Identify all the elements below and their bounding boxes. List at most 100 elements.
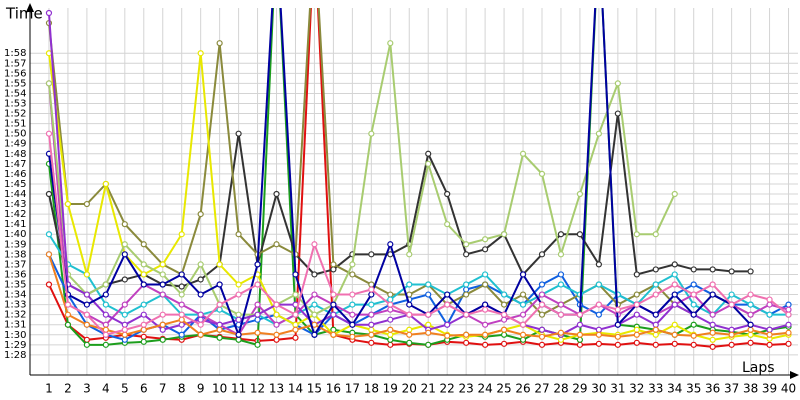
point bbox=[463, 281, 470, 288]
point bbox=[197, 50, 204, 57]
point bbox=[311, 271, 318, 278]
point bbox=[178, 231, 185, 238]
point bbox=[444, 321, 451, 328]
point bbox=[387, 291, 394, 298]
point bbox=[557, 329, 565, 336]
point bbox=[330, 291, 337, 298]
point bbox=[463, 339, 470, 346]
y-tick-label: 1:33 bbox=[4, 300, 26, 311]
y-tick-label: 1:38 bbox=[4, 249, 26, 260]
point bbox=[178, 331, 185, 338]
point bbox=[463, 331, 470, 338]
point bbox=[595, 331, 602, 338]
point bbox=[766, 301, 773, 308]
point bbox=[254, 301, 261, 308]
y-tick-label: 1:41 bbox=[4, 219, 26, 230]
point bbox=[406, 326, 413, 333]
point bbox=[102, 331, 109, 338]
x-tick-label: 15 bbox=[307, 382, 322, 396]
point bbox=[121, 251, 128, 258]
point bbox=[576, 231, 584, 238]
point bbox=[463, 311, 470, 318]
point bbox=[785, 301, 792, 308]
point bbox=[406, 301, 413, 308]
point bbox=[671, 321, 678, 328]
point bbox=[235, 231, 242, 238]
point bbox=[425, 291, 432, 298]
point bbox=[614, 80, 621, 87]
x-tick-label: 29 bbox=[572, 382, 587, 396]
y-tick-label: 1:51 bbox=[4, 119, 26, 130]
point bbox=[178, 271, 185, 278]
point bbox=[102, 301, 109, 308]
point bbox=[557, 311, 565, 318]
point bbox=[576, 190, 584, 198]
point bbox=[64, 200, 72, 208]
point bbox=[368, 291, 375, 298]
point bbox=[747, 331, 754, 338]
point bbox=[387, 326, 394, 333]
y-tick-label: 1:32 bbox=[4, 310, 26, 321]
point bbox=[425, 311, 432, 318]
point bbox=[83, 311, 90, 318]
point bbox=[216, 334, 223, 341]
x-tick-label: 6 bbox=[140, 382, 148, 396]
point bbox=[159, 326, 166, 333]
point bbox=[254, 261, 261, 268]
point bbox=[500, 326, 508, 333]
x-tick-label: 9 bbox=[197, 382, 205, 396]
point bbox=[690, 266, 697, 273]
point bbox=[709, 281, 716, 288]
point bbox=[633, 271, 640, 278]
point bbox=[425, 160, 432, 167]
point bbox=[349, 321, 356, 328]
point bbox=[482, 306, 489, 313]
point bbox=[614, 110, 621, 117]
y-tick-label: 1:55 bbox=[4, 78, 26, 89]
point bbox=[690, 321, 697, 328]
series-line bbox=[47, 113, 751, 296]
point bbox=[785, 329, 792, 336]
point bbox=[652, 266, 659, 273]
point bbox=[538, 311, 546, 318]
point bbox=[633, 291, 640, 298]
point bbox=[671, 261, 678, 268]
point bbox=[273, 331, 280, 338]
x-tick-label: 30 bbox=[591, 382, 606, 396]
point bbox=[235, 331, 242, 338]
point bbox=[64, 311, 72, 318]
x-tick-label: 33 bbox=[648, 382, 663, 396]
tick-labels: 1:281:291:301:311:321:331:341:351:361:37… bbox=[4, 48, 796, 395]
point bbox=[368, 321, 375, 328]
point bbox=[387, 341, 394, 348]
series-line bbox=[47, 133, 790, 336]
series-line bbox=[47, 8, 752, 339]
point bbox=[121, 276, 128, 283]
point bbox=[102, 180, 109, 188]
point bbox=[235, 291, 242, 298]
point bbox=[595, 281, 602, 288]
point bbox=[425, 341, 432, 348]
point bbox=[766, 331, 773, 338]
point bbox=[406, 311, 413, 318]
point bbox=[216, 40, 223, 47]
point bbox=[368, 311, 375, 318]
point bbox=[785, 311, 792, 318]
point bbox=[671, 301, 678, 308]
point bbox=[576, 321, 584, 328]
x-tick-label: 3 bbox=[83, 382, 91, 396]
y-tick-label: 1:58 bbox=[4, 48, 26, 59]
point bbox=[159, 291, 166, 298]
y-arrow bbox=[26, 3, 34, 12]
point bbox=[216, 281, 223, 288]
point bbox=[766, 326, 773, 333]
point bbox=[519, 331, 527, 338]
point bbox=[387, 306, 394, 313]
point bbox=[311, 291, 318, 298]
point bbox=[140, 241, 147, 248]
point bbox=[406, 339, 413, 346]
point bbox=[197, 211, 204, 218]
point bbox=[671, 190, 678, 198]
point bbox=[292, 321, 299, 328]
